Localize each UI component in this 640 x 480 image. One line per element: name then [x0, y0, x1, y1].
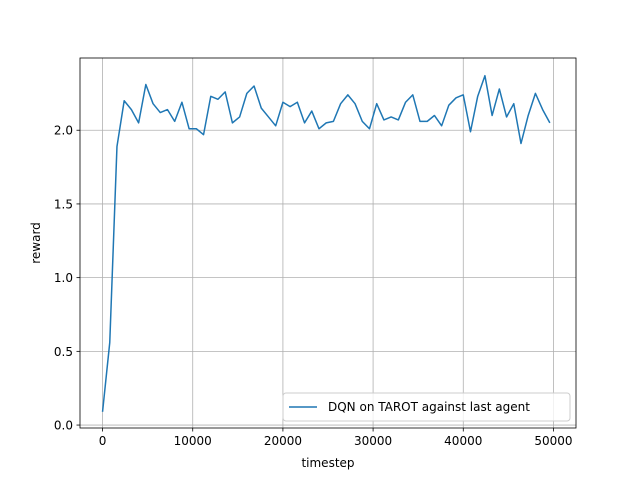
series-layer: [101, 74, 551, 412]
y-tick-label: 0.5: [54, 345, 73, 359]
y-axis: 0.0 0.5 1.0 1.5 2.0: [54, 124, 80, 433]
y-tick-label: 1.5: [54, 197, 73, 211]
grid-layer: [80, 58, 576, 428]
x-tick-label: 10000: [174, 434, 212, 448]
x-tick-label: 0: [99, 434, 107, 448]
plot-area: [80, 58, 576, 428]
x-axis-title: timestep: [301, 456, 354, 470]
legend-box: [282, 392, 571, 422]
x-tick-label: 20000: [264, 434, 302, 448]
y-tick-label: 1.0: [54, 271, 73, 285]
legend: DQN on TAROT against last agent: [282, 392, 571, 422]
y-tick-label: 2.0: [54, 124, 73, 138]
x-axis: 0 10000 20000 30000 40000 50000: [99, 428, 573, 448]
legend-label: DQN on TAROT against last agent: [328, 400, 530, 414]
series-line: [101, 74, 551, 412]
x-tick-label: 50000: [534, 434, 572, 448]
y-tick-label: 0.0: [54, 419, 73, 433]
y-axis-title: reward: [29, 222, 43, 264]
plot-frame: [79, 57, 577, 429]
x-tick-label: 30000: [354, 434, 392, 448]
x-tick-label: 40000: [444, 434, 482, 448]
